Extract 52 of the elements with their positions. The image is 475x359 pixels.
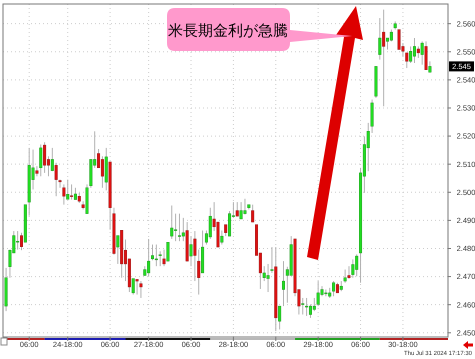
candlestick xyxy=(308,304,312,318)
candlestick xyxy=(420,40,424,66)
candlestick xyxy=(382,9,386,107)
candlestick xyxy=(266,263,270,293)
candlestick xyxy=(390,29,393,42)
candlestick xyxy=(220,230,224,246)
candlestick xyxy=(398,29,401,50)
candlestick xyxy=(154,244,158,267)
candlestick xyxy=(116,235,120,264)
candlestick xyxy=(340,280,343,292)
candlestick xyxy=(270,246,274,274)
candlestick xyxy=(174,213,178,242)
candlestick xyxy=(166,242,170,262)
candlestick xyxy=(305,297,308,316)
candlestick xyxy=(347,266,350,280)
candlestick xyxy=(170,204,174,240)
candlestick xyxy=(282,260,285,307)
candlestick xyxy=(236,202,239,217)
candlestick xyxy=(428,60,432,73)
candlestick xyxy=(182,217,185,242)
annotation: 米長期金利が急騰 xyxy=(168,21,288,40)
candlestick xyxy=(139,280,142,298)
candlestick xyxy=(54,162,58,197)
candlestick xyxy=(251,204,254,223)
candlestick xyxy=(316,280,320,307)
candlestick xyxy=(78,192,81,204)
candlestick xyxy=(162,249,166,267)
candlestick xyxy=(301,297,304,316)
candlestick xyxy=(416,46,420,58)
candlestick xyxy=(136,278,139,296)
candlestick xyxy=(336,282,339,294)
candlestick xyxy=(178,213,181,242)
candlestick xyxy=(70,184,74,200)
candlestick xyxy=(16,230,20,250)
candlestick xyxy=(39,144,42,177)
candlestick xyxy=(35,166,38,177)
candlestick xyxy=(132,278,135,296)
candlestick xyxy=(66,179,70,200)
candlestick xyxy=(424,40,428,70)
candlestick xyxy=(74,187,77,200)
candlestick xyxy=(100,156,104,188)
candlestick xyxy=(147,238,150,277)
candlestick xyxy=(62,184,66,206)
candlestick xyxy=(351,258,354,278)
candlestick xyxy=(240,202,243,220)
candlestick xyxy=(412,38,416,64)
candlestick xyxy=(332,280,336,297)
candlestick xyxy=(43,142,46,174)
candlestick xyxy=(190,236,193,267)
candlestick xyxy=(150,244,154,261)
candlestick xyxy=(20,232,23,251)
candlestick xyxy=(228,210,232,237)
